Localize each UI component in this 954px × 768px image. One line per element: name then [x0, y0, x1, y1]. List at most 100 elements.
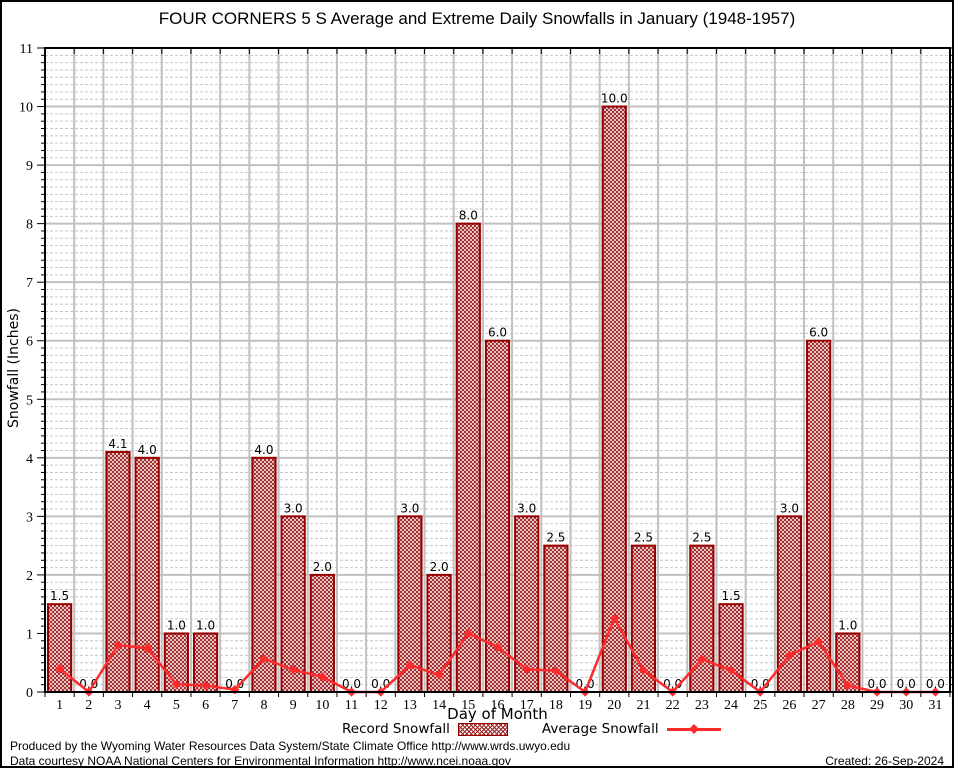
average-marker-day-14 [434, 670, 444, 680]
x-tick-label-14: 14 [432, 698, 446, 713]
average-marker-day-5 [171, 679, 182, 690]
legend-label-record: Record Snowfall [342, 721, 450, 737]
bar-value-label-day-29: 0.0 [867, 677, 886, 691]
average-marker-day-18 [551, 666, 561, 676]
x-tick-label-23: 23 [695, 698, 709, 713]
x-tick-label-20: 20 [607, 698, 621, 713]
footer-created-date: Created: 26-Sep-2024 [825, 754, 944, 768]
average-marker-day-3 [113, 640, 123, 650]
bar-value-label-day-5: 1.0 [167, 618, 186, 632]
x-tick-label-15: 15 [461, 698, 475, 713]
average-marker-day-8 [259, 653, 269, 664]
footer-data-courtesy: Data courtesy NOAA National Centers for … [10, 754, 511, 768]
bar-value-label-day-9: 3.0 [284, 501, 303, 515]
bar-value-label-day-23: 2.5 [692, 531, 711, 545]
y-tick-label-5: 5 [26, 393, 33, 408]
x-axis-title: Day of Month [447, 705, 548, 723]
x-tick-label-2: 2 [85, 698, 92, 713]
x-tick-label-4: 4 [144, 698, 151, 713]
x-tick-label-3: 3 [114, 698, 121, 713]
x-tick-label-26: 26 [782, 698, 796, 713]
bar-value-label-day-24: 1.5 [722, 589, 741, 603]
record-bar-day-15 [455, 222, 481, 694]
average-marker-day-1 [54, 663, 65, 674]
average-marker-day-10 [317, 672, 328, 682]
average-marker-day-24 [726, 665, 736, 676]
bar-value-label-day-18: 2.5 [546, 531, 565, 545]
legend-average-marker-icon [688, 724, 699, 734]
chart-title: FOUR CORNERS 5 S Average and Extreme Dai… [158, 9, 796, 28]
bar-value-label-day-6: 1.0 [196, 618, 215, 632]
record-bar-day-16 [484, 339, 511, 693]
y-tick-label-10: 10 [19, 101, 33, 116]
x-tick-label-17: 17 [520, 698, 534, 713]
y-tick-label-1: 1 [26, 627, 33, 642]
x-tick-label-7: 7 [231, 698, 238, 713]
y-tick-label-11: 11 [20, 42, 33, 57]
bar-value-label-day-28: 1.0 [838, 618, 857, 632]
bar-value-label-day-31: 0.0 [926, 677, 945, 691]
y-tick-label-4: 4 [26, 452, 33, 467]
bar-value-label-day-8: 4.0 [254, 443, 273, 457]
y-tick-label-7: 7 [26, 276, 33, 291]
bar-value-label-day-26: 3.0 [780, 501, 799, 515]
bar-value-label-day-4: 4.0 [138, 443, 157, 457]
x-tick-label-8: 8 [260, 698, 267, 713]
average-marker-day-16 [492, 642, 503, 652]
bar-value-label-day-27: 6.0 [809, 326, 828, 340]
bar-value-label-day-11: 0.0 [342, 677, 361, 691]
legend-average-line-icon [666, 724, 721, 734]
y-tick-label-6: 6 [26, 335, 33, 350]
average-marker-day-4 [142, 643, 152, 653]
y-tick-label-3: 3 [26, 510, 33, 525]
bar-value-label-day-30: 0.0 [897, 677, 916, 691]
plot-area: 1.5 0.0 4.1 4.0 1.0 1.0 0.0 4.0 3.0 2.0 0.0 0.0 3.0 2… [19, 42, 952, 713]
bar-value-label-day-16: 6.0 [488, 326, 507, 340]
x-tick-label-21: 21 [636, 698, 650, 713]
x-tick-label-13: 13 [403, 698, 417, 713]
average-marker-day-23 [697, 654, 707, 664]
legend: Record Snowfall Average Snowfall [342, 721, 721, 737]
x-tick-label-31: 31 [928, 698, 942, 713]
bar-value-label-day-10: 2.0 [313, 560, 332, 574]
bar-value-label-day-17: 3.0 [517, 501, 536, 515]
bar-value-label-day-13: 3.0 [400, 501, 419, 515]
y-tick-label-9: 9 [26, 159, 33, 174]
footer-produced-by: Produced by the Wyoming Water Resources … [10, 739, 571, 753]
average-marker-day-28 [843, 680, 853, 691]
bar-value-label-day-15: 8.0 [459, 209, 478, 223]
x-tick-label-9: 9 [290, 698, 297, 713]
x-tick-label-19: 19 [578, 698, 592, 713]
bar-value-label-day-14: 2.0 [430, 560, 449, 574]
y-tick-label-2: 2 [26, 569, 33, 584]
x-tick-label-12: 12 [374, 698, 388, 713]
x-tick-label-6: 6 [202, 698, 209, 713]
x-tick-label-22: 22 [666, 698, 680, 713]
x-tick-label-24: 24 [724, 698, 738, 713]
y-tick-label-0: 0 [26, 686, 33, 701]
average-marker-day-9 [288, 665, 298, 675]
record-bar-day-24 [718, 603, 744, 694]
bar-value-label-day-1: 1.5 [50, 589, 69, 603]
legend-record-swatch-icon [457, 722, 508, 736]
x-tick-label-1: 1 [56, 698, 63, 713]
average-marker-day-6 [200, 680, 211, 691]
y-tick-label-8: 8 [26, 218, 33, 233]
x-tick-label-5: 5 [173, 698, 180, 713]
x-tick-label-27: 27 [812, 698, 826, 713]
legend-label-average: Average Snowfall [541, 721, 659, 737]
chart-canvas: 1.5 0.0 4.1 4.0 1.0 1.0 0.0 4.0 3.0 2.0 0.0 0.0 3.0 2… [19, 42, 952, 713]
y-axis-title: Snowfall (Inches) [6, 308, 22, 428]
bar-value-label-day-20: 10.0 [601, 92, 628, 106]
average-marker-day-26 [784, 650, 795, 660]
record-bar-day-20 [601, 105, 627, 693]
average-marker-day-20 [609, 613, 619, 623]
average-marker-day-27 [813, 636, 824, 647]
average-marker-day-13 [405, 660, 415, 670]
x-tick-label-18: 18 [549, 698, 563, 713]
average-marker-day-15 [463, 628, 473, 639]
x-tick-label-16: 16 [491, 698, 505, 713]
average-marker-day-17 [522, 664, 532, 674]
x-tick-label-25: 25 [753, 698, 767, 713]
